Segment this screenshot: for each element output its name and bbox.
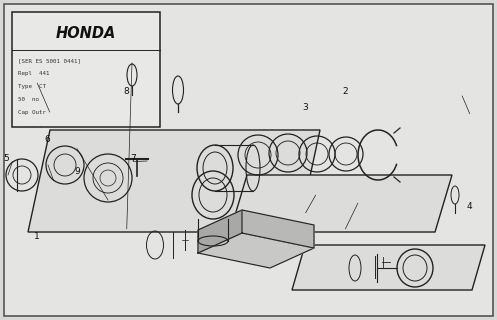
Text: Cap Outr: Cap Outr (18, 110, 46, 115)
Text: 4: 4 (467, 202, 473, 211)
Text: 3: 3 (303, 103, 309, 112)
Text: 2: 2 (342, 87, 348, 96)
Text: 1: 1 (34, 232, 40, 241)
Polygon shape (198, 210, 242, 253)
Polygon shape (198, 233, 314, 268)
Text: . . .: . . . (18, 123, 43, 128)
Text: 5: 5 (3, 154, 9, 163)
Text: 9: 9 (74, 167, 80, 176)
Polygon shape (292, 245, 485, 290)
Text: 50  no: 50 no (18, 97, 39, 102)
Text: 6: 6 (44, 135, 50, 144)
Text: 7: 7 (130, 154, 136, 163)
Text: 8: 8 (124, 87, 130, 96)
Polygon shape (230, 175, 452, 232)
Text: Type  CT: Type CT (18, 84, 46, 89)
Text: Repl  441: Repl 441 (18, 71, 50, 76)
Polygon shape (242, 210, 314, 248)
Bar (12, 12, 160, 127)
Text: [SER ES 5001 0441]: [SER ES 5001 0441] (18, 58, 81, 63)
Polygon shape (28, 130, 320, 232)
Text: HONDA: HONDA (56, 27, 116, 42)
